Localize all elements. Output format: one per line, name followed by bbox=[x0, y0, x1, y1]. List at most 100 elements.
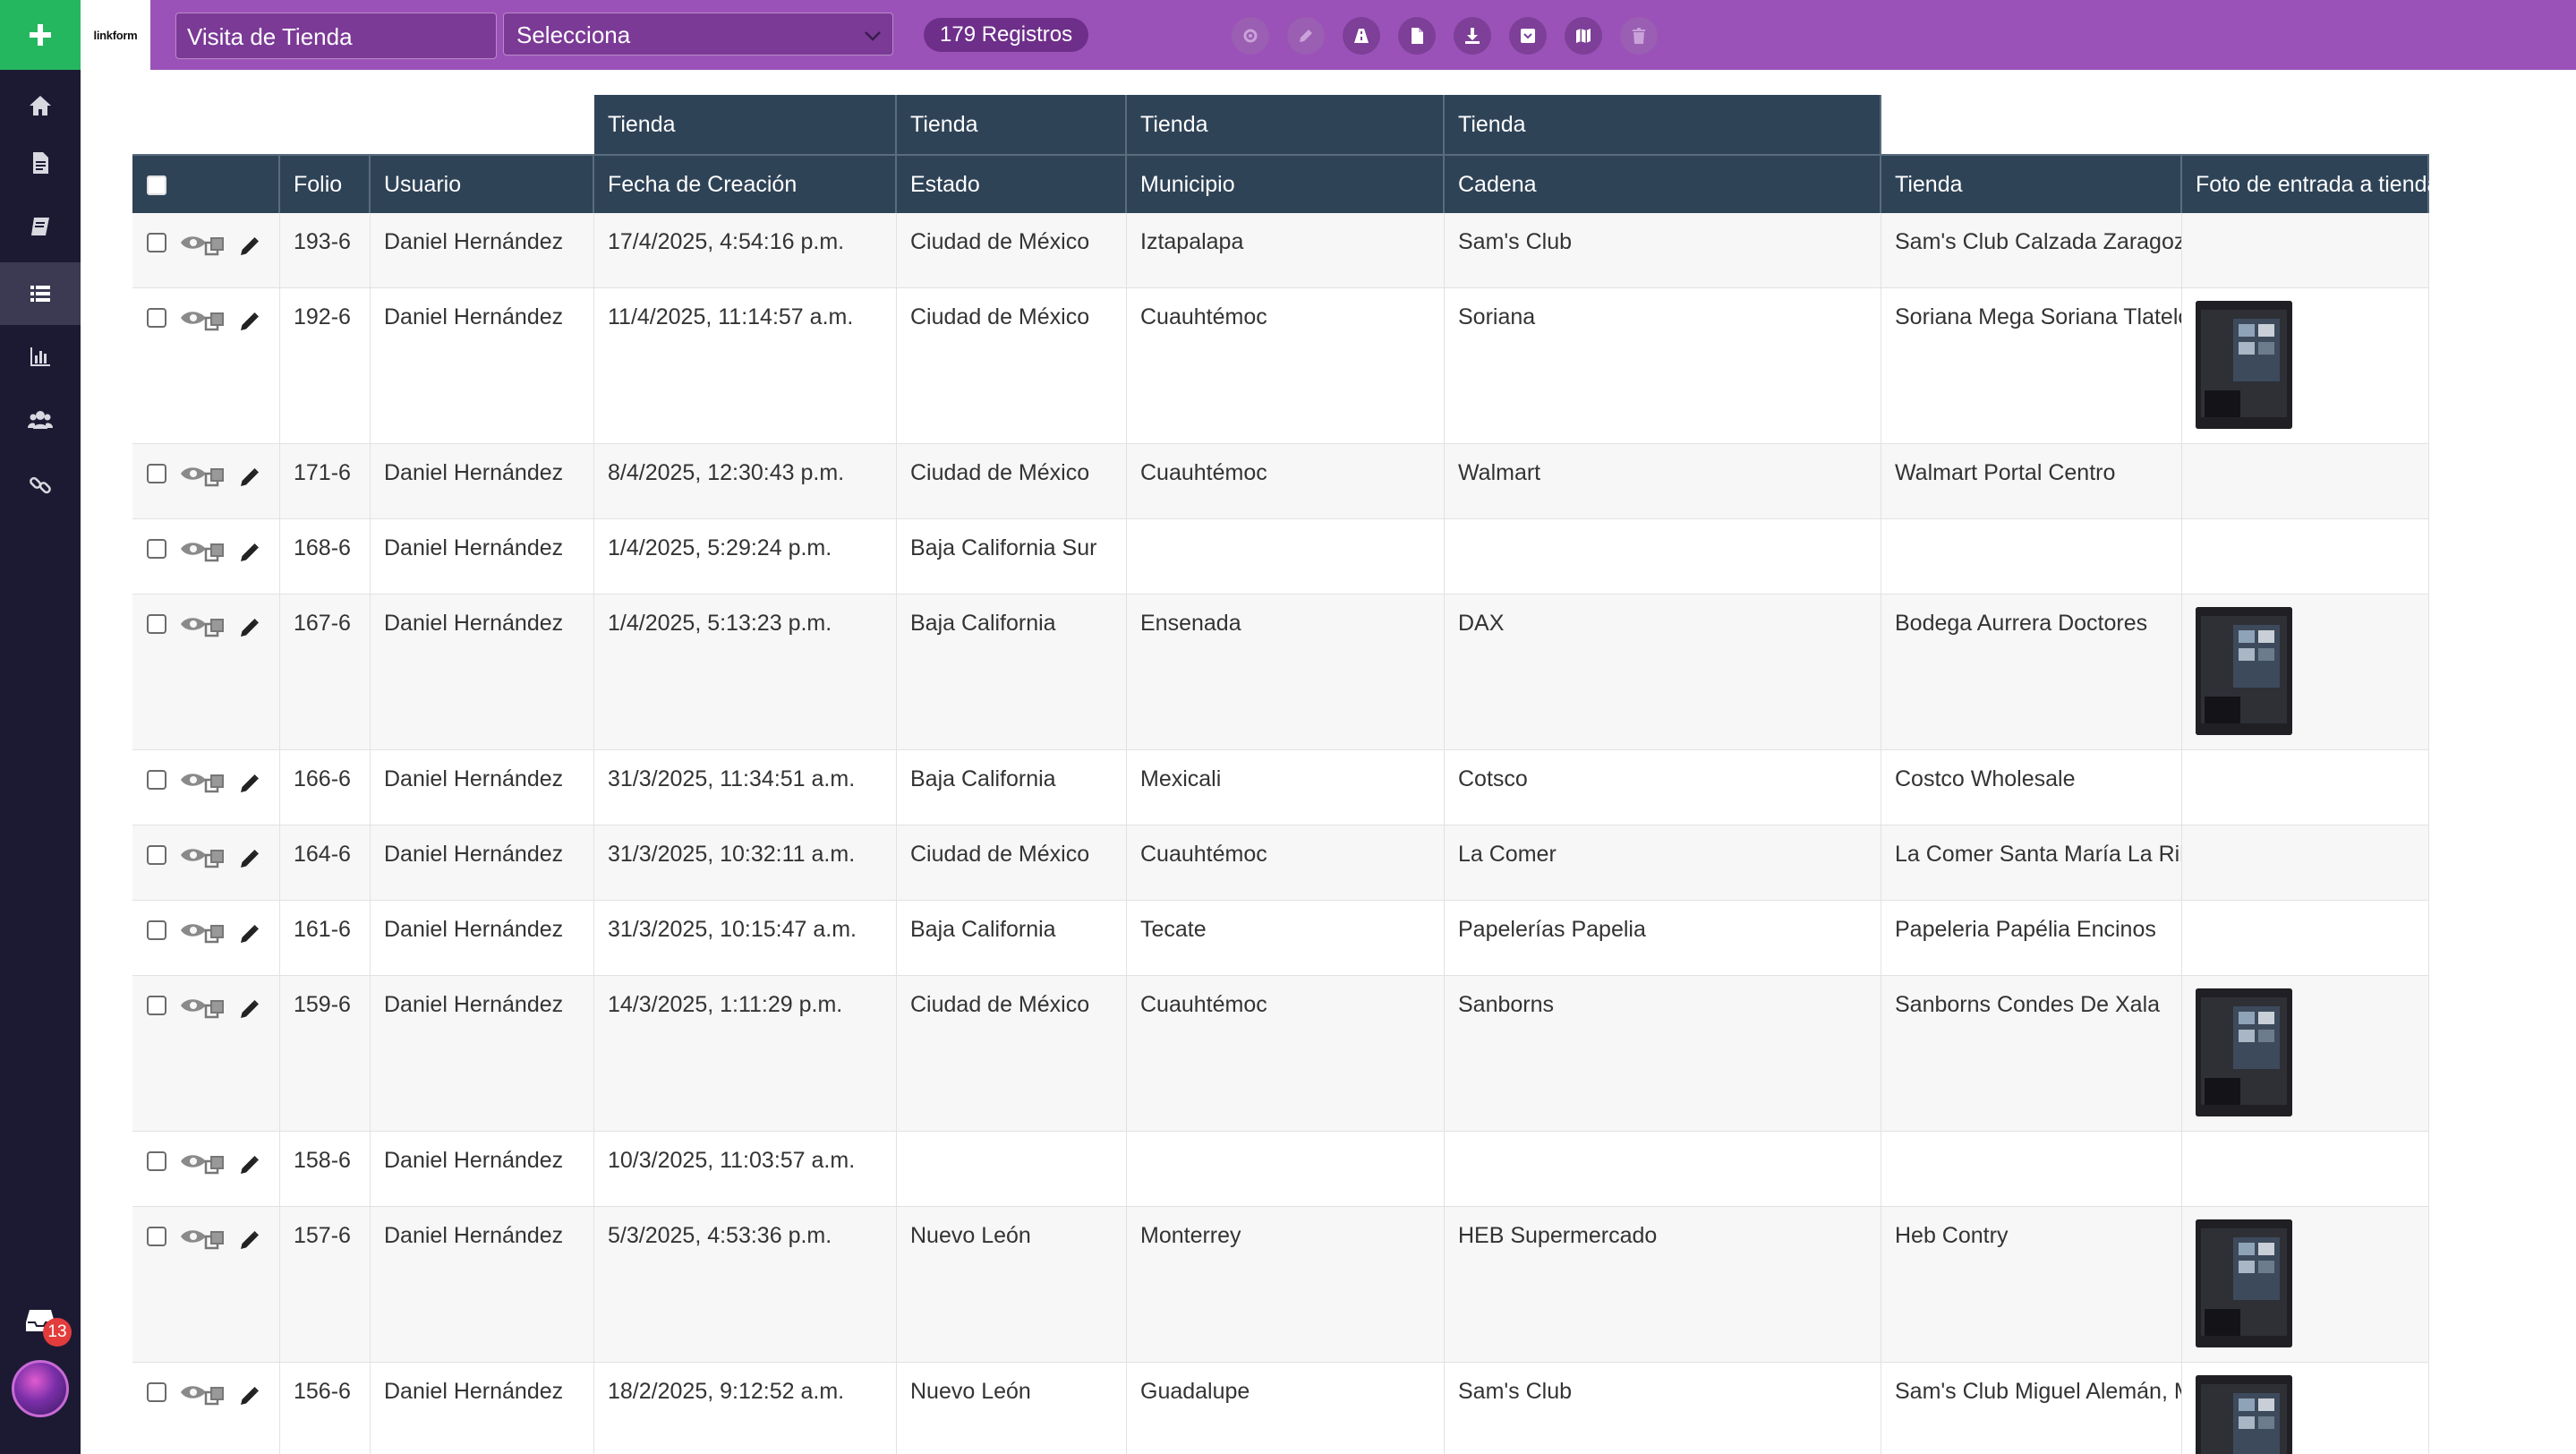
copy-record-button[interactable] bbox=[204, 849, 226, 875]
delete-button[interactable] bbox=[1620, 17, 1658, 55]
copy-record-button[interactable] bbox=[204, 618, 226, 644]
table-row: 159-6 Daniel Hernández 14/3/2025, 1:11:29 … bbox=[132, 976, 2429, 1132]
edit-record-button[interactable] bbox=[238, 466, 261, 495]
inbox-button[interactable] bbox=[0, 1289, 81, 1352]
edit-record-button[interactable] bbox=[238, 772, 261, 801]
row-checkbox[interactable] bbox=[147, 845, 166, 865]
edit-button[interactable] bbox=[1287, 17, 1325, 55]
row-checkbox[interactable] bbox=[147, 920, 166, 940]
photo-image bbox=[2196, 301, 2292, 429]
table-row: 168-6 Daniel Hernández 1/4/2025, 5:29:24 p… bbox=[132, 519, 2429, 594]
cell-estado: Baja California bbox=[897, 594, 1127, 749]
view-record-button[interactable] bbox=[179, 1382, 211, 1408]
sidebar-item-catalogs[interactable] bbox=[0, 195, 81, 258]
form-name-field[interactable]: Visita de Tienda bbox=[175, 13, 497, 59]
store-photo-thumbnail[interactable] bbox=[2196, 1219, 2292, 1347]
row-checkbox[interactable] bbox=[147, 996, 166, 1015]
eye-icon bbox=[181, 999, 206, 1012]
column-header[interactable]: Foto de entrada a tienda bbox=[2182, 156, 2429, 215]
column-header[interactable]: Estado bbox=[897, 156, 1127, 215]
column-header[interactable]: Usuario bbox=[371, 156, 594, 215]
view-record-button[interactable] bbox=[179, 1227, 211, 1253]
edit-record-button[interactable] bbox=[238, 310, 261, 339]
edit-record-button[interactable] bbox=[238, 922, 261, 952]
copy-record-button[interactable] bbox=[204, 1386, 226, 1412]
store-photo-thumbnail[interactable] bbox=[2196, 607, 2292, 735]
map-button[interactable] bbox=[1565, 17, 1602, 55]
edit-record-button[interactable] bbox=[238, 616, 261, 646]
row-checkbox[interactable] bbox=[147, 539, 166, 559]
column-header[interactable]: Cadena bbox=[1445, 156, 1881, 215]
sidebar-item-records[interactable] bbox=[0, 262, 81, 325]
row-actions-cell bbox=[132, 288, 280, 443]
view-record-button[interactable] bbox=[179, 308, 211, 334]
store-photo-thumbnail[interactable] bbox=[2196, 301, 2292, 429]
book-icon bbox=[31, 218, 49, 235]
sidebar-item-reports[interactable] bbox=[0, 325, 81, 388]
sidebar-item-users[interactable] bbox=[0, 389, 81, 451]
cell-fecha: 31/3/2025, 11:34:51 a.m. bbox=[594, 750, 897, 825]
sidebar-item-home[interactable] bbox=[0, 74, 81, 137]
column-header[interactable]: Fecha de Creación bbox=[594, 156, 897, 215]
column-header[interactable]: Municipio bbox=[1127, 156, 1445, 215]
view-record-button[interactable] bbox=[179, 996, 211, 1022]
select-all-checkbox[interactable] bbox=[147, 175, 166, 195]
copy-record-button[interactable] bbox=[204, 312, 226, 338]
edit-record-button[interactable] bbox=[238, 1384, 261, 1414]
view-record-button[interactable] bbox=[179, 770, 211, 796]
sidebar-item-forms[interactable] bbox=[0, 132, 81, 194]
cell-photo bbox=[2182, 444, 2429, 518]
view-record-button[interactable] bbox=[179, 845, 211, 871]
row-checkbox[interactable] bbox=[147, 770, 166, 790]
row-checkbox[interactable] bbox=[147, 233, 166, 252]
cell-folio: 193-6 bbox=[280, 213, 371, 287]
view-select[interactable]: Selecciona bbox=[503, 13, 893, 56]
pencil-icon bbox=[241, 1000, 259, 1018]
add-record-button[interactable] bbox=[0, 0, 81, 70]
edit-record-button[interactable] bbox=[238, 997, 261, 1027]
table-row: 157-6 Daniel Hernández 5/3/2025, 4:53:36 p… bbox=[132, 1207, 2429, 1363]
copy-record-button[interactable] bbox=[204, 924, 226, 950]
copy-record-button[interactable] bbox=[204, 774, 226, 800]
edit-record-button[interactable] bbox=[238, 1228, 261, 1258]
view-record-button[interactable] bbox=[179, 539, 211, 565]
download-button[interactable] bbox=[1454, 17, 1491, 55]
edit-record-button[interactable] bbox=[238, 1153, 261, 1183]
view-record-button[interactable] bbox=[179, 614, 211, 640]
edit-record-button[interactable] bbox=[238, 235, 261, 264]
row-checkbox[interactable] bbox=[147, 1151, 166, 1171]
edit-record-button[interactable] bbox=[238, 847, 261, 877]
row-actions-cell bbox=[132, 1207, 280, 1362]
settings-button[interactable] bbox=[1232, 17, 1269, 55]
route-button[interactable] bbox=[1343, 17, 1380, 55]
copy-record-button[interactable] bbox=[204, 1155, 226, 1181]
archive-button[interactable] bbox=[1509, 17, 1547, 55]
column-header[interactable]: Tienda bbox=[1881, 156, 2182, 215]
row-checkbox[interactable] bbox=[147, 308, 166, 328]
row-checkbox[interactable] bbox=[147, 464, 166, 483]
copy-record-button[interactable] bbox=[204, 543, 226, 569]
column-header[interactable]: Folio bbox=[280, 156, 371, 215]
copy-record-button[interactable] bbox=[204, 236, 226, 262]
copy-record-button[interactable] bbox=[204, 1230, 226, 1256]
copy-record-button[interactable] bbox=[204, 999, 226, 1025]
user-avatar[interactable] bbox=[12, 1360, 69, 1417]
cell-photo bbox=[2182, 976, 2429, 1131]
copy-icon bbox=[204, 1387, 224, 1406]
view-record-button[interactable] bbox=[179, 464, 211, 490]
store-photo-thumbnail[interactable] bbox=[2196, 1375, 2292, 1454]
sidebar-item-connections[interactable] bbox=[0, 454, 81, 517]
cell-estado: Nuevo León bbox=[897, 1363, 1127, 1454]
row-checkbox[interactable] bbox=[147, 1227, 166, 1246]
copy-record-button[interactable] bbox=[204, 467, 226, 493]
store-photo-thumbnail[interactable] bbox=[2196, 988, 2292, 1116]
row-checkbox[interactable] bbox=[147, 614, 166, 634]
row-checkbox[interactable] bbox=[147, 1382, 166, 1402]
table-body: 193-6 Daniel Hernández 17/4/2025, 4:54:16 … bbox=[132, 213, 2429, 1454]
pdf-button[interactable] bbox=[1398, 17, 1436, 55]
cell-tienda: Sam's Club Miguel Alemán, Mty. bbox=[1881, 1363, 2182, 1454]
edit-record-button[interactable] bbox=[238, 541, 261, 570]
view-record-button[interactable] bbox=[179, 233, 211, 259]
view-record-button[interactable] bbox=[179, 1151, 211, 1177]
view-record-button[interactable] bbox=[179, 920, 211, 946]
